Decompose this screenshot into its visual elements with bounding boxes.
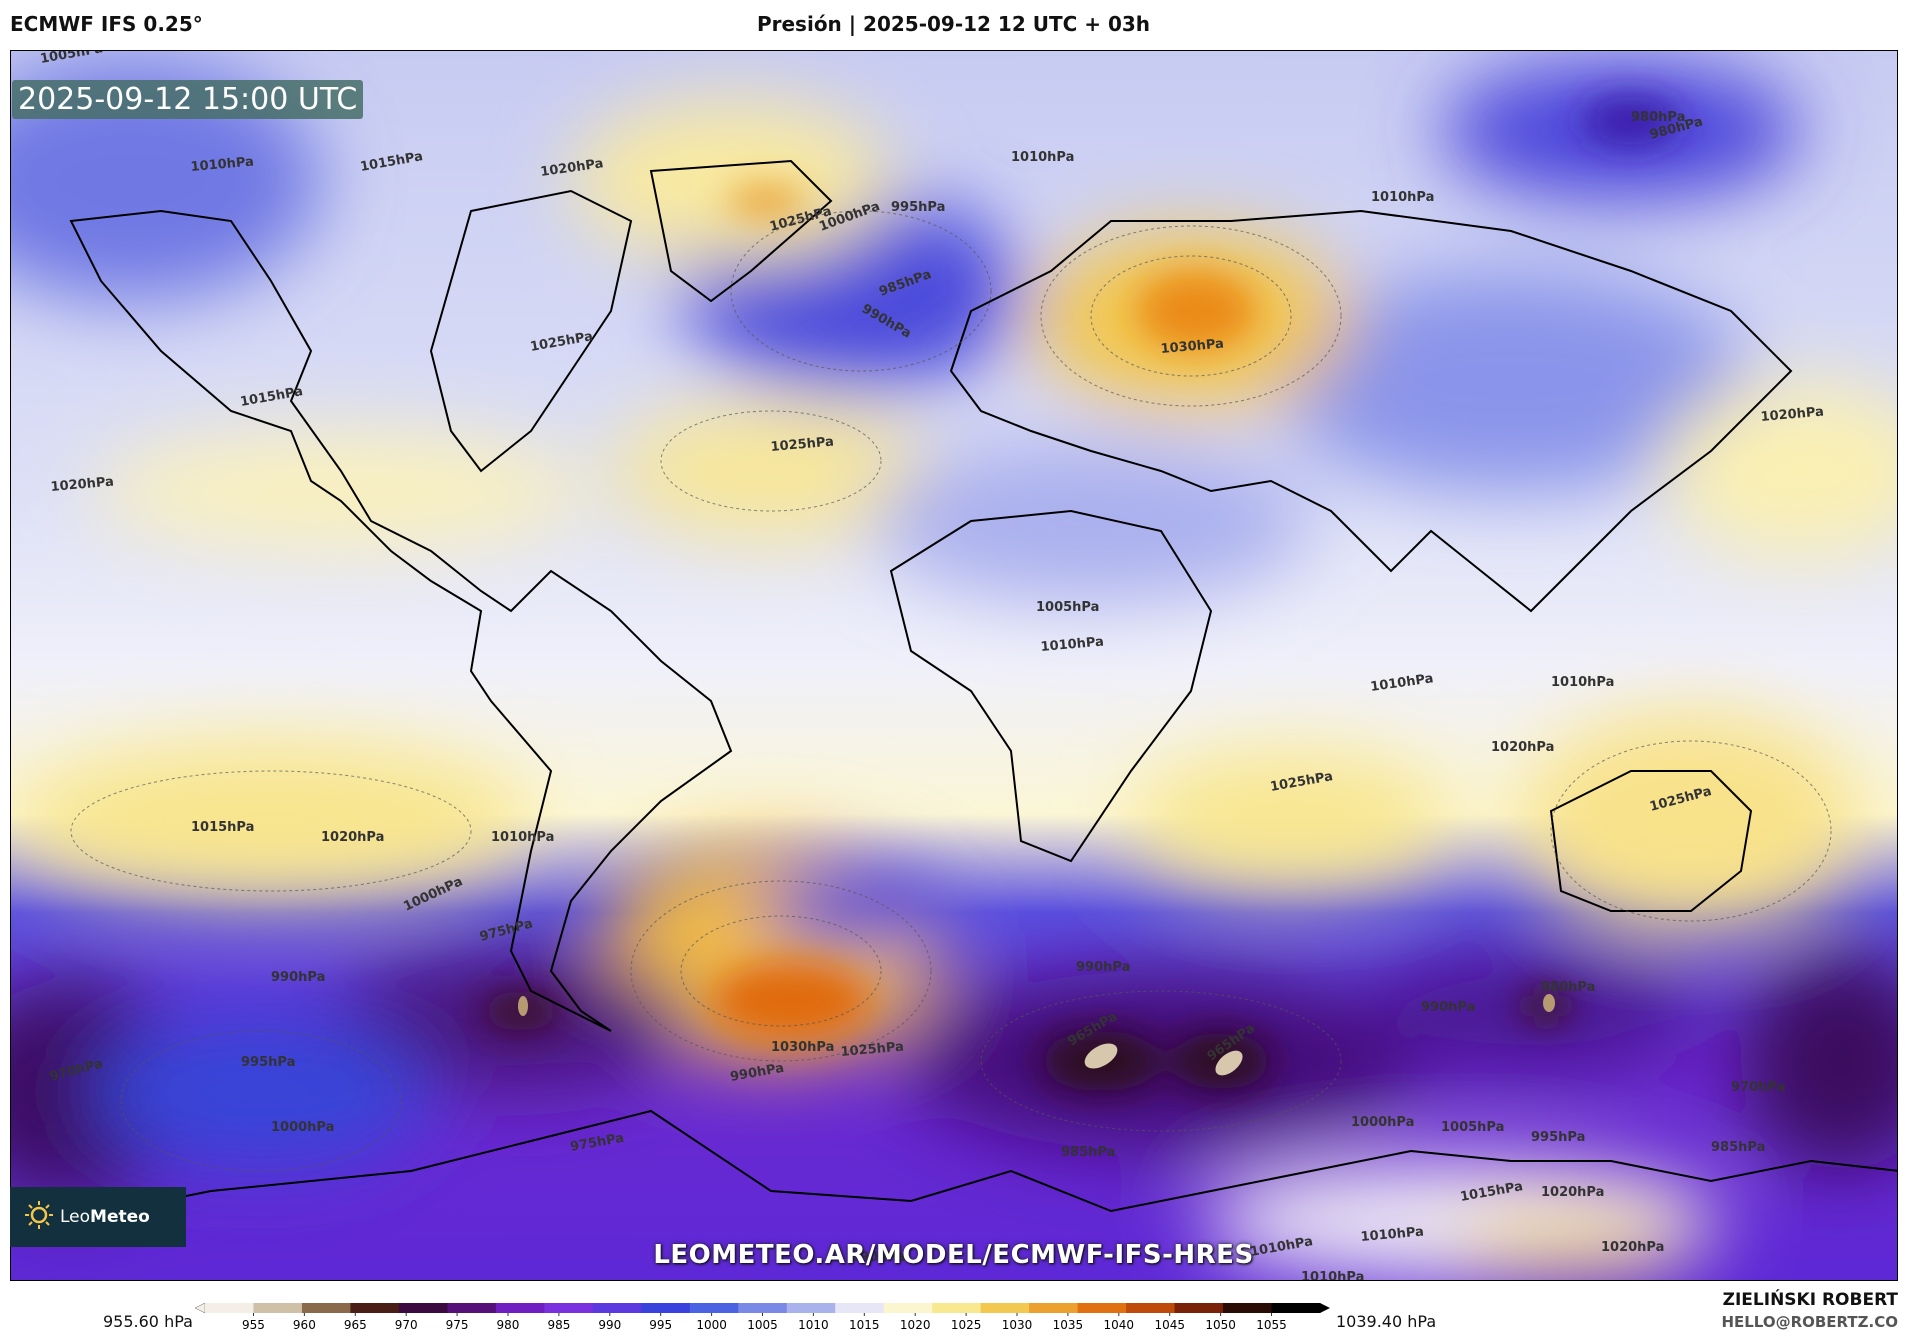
isobar-label: 1010hPa: [1301, 1270, 1364, 1281]
isobar-label: 1010hPa: [491, 830, 554, 845]
isobar-label: 1010hPa: [1011, 150, 1074, 165]
isobar-label: 1020hPa: [321, 830, 384, 845]
isobars: [70, 210, 1832, 1172]
isobar-label: 1000hPa: [1351, 1115, 1414, 1130]
isobar-label: 990hPa: [1076, 960, 1130, 975]
colorbar-tick-label: 1035: [1053, 1318, 1084, 1332]
colorbar-tick-label: 960: [293, 1318, 316, 1332]
isobar-label: 1005hPa: [1036, 600, 1099, 615]
colorbar-swatch: [1126, 1303, 1176, 1313]
colorbar-swatch: [253, 1303, 303, 1313]
author-name: ZIELIŃSKI ROBERT: [1722, 1290, 1898, 1310]
colorbar-tick-label: 1055: [1256, 1318, 1287, 1332]
colorbar-min-arrow: [195, 1303, 206, 1314]
colorbar-swatch: [689, 1303, 739, 1313]
isobar-label: 980hPa: [1631, 110, 1685, 125]
isobar-label: 985hPa: [1711, 1140, 1765, 1155]
colorbar-swatch: [932, 1303, 982, 1313]
isobar-label: 1020hPa: [1760, 405, 1824, 425]
colorbar-swatch: [835, 1303, 885, 1313]
model-name: ECMWF IFS 0.25°: [10, 12, 203, 36]
colorbar-tick-label: 1015: [849, 1318, 880, 1332]
isobar-label: 1010hPa: [1040, 635, 1104, 655]
colorbar-swatch: [1223, 1303, 1273, 1313]
colorbar-swatch: [1077, 1303, 1127, 1313]
isobar-label: 970hPa: [1731, 1080, 1785, 1095]
isobar-label: 1030hPa: [771, 1040, 834, 1055]
isobar-label: 1010hPa: [1371, 190, 1434, 205]
sun-icon: [24, 1200, 54, 1235]
isobar-label: 995hPa: [1531, 1130, 1585, 1145]
map-title: Presión | 2025-09-12 12 UTC + 03h: [756, 12, 1151, 36]
colorbar-swatch: [447, 1303, 497, 1313]
pressure-map[interactable]: 1005hPa 1010hPa 1015hPa 1020hPa 1025hPa 1030h…: [10, 50, 1898, 1281]
isobar-label: 990hPa: [851, 1250, 905, 1265]
colorbar-swatch: [398, 1303, 448, 1313]
colorbar-swatch: [738, 1303, 788, 1313]
colorbar-swatch: [495, 1303, 545, 1313]
colorbar-swatch: [301, 1303, 351, 1313]
isobar-label: 995hPa: [891, 200, 945, 215]
colorbar-tick-label: 1000: [696, 1318, 727, 1332]
colorbar-swatch: [641, 1303, 691, 1313]
isobar-label: 1015hPa: [191, 820, 254, 835]
legend-max-label: 1039.40 hPa: [1336, 1312, 1437, 1331]
colorbar-tick-label: 1050: [1205, 1318, 1236, 1332]
isobar-label: 1020hPa: [1541, 1185, 1604, 1200]
colorbar-tick-label: 955: [242, 1318, 265, 1332]
isobar-label: 1020hPa: [50, 475, 114, 495]
isobar-label: 1025hPa: [840, 1040, 904, 1060]
colorbar-swatch: [786, 1303, 836, 1313]
colorbar-tick-label: 1005: [747, 1318, 778, 1332]
isobar-label: 1010hPa: [1551, 675, 1614, 690]
isobar-label: 1020hPa: [1601, 1240, 1664, 1255]
leometeo-logo[interactable]: LeoMeteo: [10, 1187, 186, 1247]
isobar-label: 985hPa: [1061, 1145, 1115, 1160]
isobar-label: 1025hPa: [770, 435, 834, 455]
colorbar-tick-label: 1045: [1154, 1318, 1185, 1332]
colorbar-swatch: [592, 1303, 642, 1313]
colorbar-tick-label: 1040: [1104, 1318, 1135, 1332]
colorbar-swatch: [350, 1303, 400, 1313]
colorbar-swatch: [883, 1303, 933, 1313]
colorbar-swatch: [1271, 1303, 1321, 1313]
author-email[interactable]: HELLO@ROBERTZ.CO: [1721, 1313, 1898, 1331]
colorbar-tick-label: 970: [395, 1318, 418, 1332]
legend-min-label: 955.60 hPa: [103, 1312, 193, 1331]
colorbar-tick-label: 990: [598, 1318, 621, 1332]
colorbar-tick-label: 980: [497, 1318, 520, 1332]
colorbar-tick-label: 995: [649, 1318, 672, 1332]
coastlines: [11, 159, 1897, 1232]
isobar-label: 990hPa: [1421, 1000, 1475, 1015]
isobar-label: 980hPa: [1541, 980, 1595, 995]
isobar-label: 1020hPa: [1491, 740, 1554, 755]
logo-text: LeoMeteo: [60, 1207, 150, 1227]
isobar-label: 995hPa: [241, 1055, 295, 1070]
isobar-label: 1030hPa: [1160, 337, 1224, 357]
low-eyes: [518, 994, 1555, 1076]
colorbar-swatch: [205, 1303, 254, 1313]
pressure-colorbar: 955 960 965 970 975 980 985 990 995 1000 1005 1010 1…: [195, 1303, 1330, 1332]
source-url[interactable]: LEOMETEO.AR/MODEL/ECMWF-IFS-HRES: [653, 1240, 1254, 1270]
colorbar-tick-label: 1025: [951, 1318, 982, 1332]
pressure-field: 1005hPa 1010hPa 1015hPa 1020hPa 1025hPa 1030h…: [11, 51, 1897, 1281]
colorbar-tick-label: 965: [344, 1318, 367, 1332]
colorbar-swatch: [980, 1303, 1030, 1313]
isobar-label: 1010hPa: [190, 155, 254, 175]
colorbar-tick-label: 1030: [1002, 1318, 1033, 1332]
colorbar-swatch: [544, 1303, 594, 1313]
colorbar-tick-label: 975: [446, 1318, 469, 1332]
colorbar-max-arrow: [1320, 1303, 1330, 1313]
isobar-label: 1000hPa: [271, 1120, 334, 1135]
colorbar-tick-label: 1020: [900, 1318, 931, 1332]
colorbar-tick-label: 985: [547, 1318, 570, 1332]
isobar-label: 990hPa: [271, 970, 325, 985]
colorbar-swatch: [1174, 1303, 1224, 1313]
valid-time-badge: 2025-09-12 15:00 UTC: [12, 80, 364, 119]
isobar-label: 1010hPa: [1360, 1225, 1424, 1245]
colorbar-tick-label: 1010: [798, 1318, 829, 1332]
isobar-label: 1005hPa: [1441, 1120, 1504, 1135]
colorbar-swatch: [1029, 1303, 1079, 1313]
